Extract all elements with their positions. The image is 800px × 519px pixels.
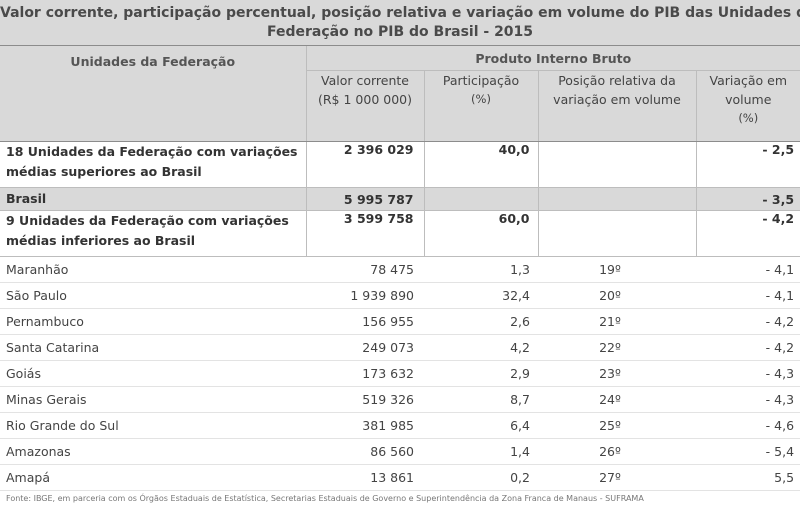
header-posicao: Posição relativa da variação em volume — [537, 70, 696, 142]
row-variacao: 5,5 — [696, 464, 800, 491]
pib-table: Unidades da Federação Produto Interno Br… — [0, 46, 800, 491]
row-participacao: 2,9 — [424, 360, 538, 387]
group-posicao — [537, 210, 696, 257]
row-valor: 13 861 — [306, 464, 424, 491]
header-var-line3: (%) — [738, 111, 759, 125]
row-participacao: 8,7 — [424, 386, 538, 413]
table-title: Valor corrente, participação percentual,… — [0, 0, 800, 46]
row-posicao: 24º — [538, 386, 696, 413]
group-participacao — [423, 187, 538, 211]
group-row-inferior: 9 Unidades da Federação com variações mé… — [0, 210, 800, 257]
row-valor: 381 985 — [306, 412, 424, 439]
row-posicao: 26º — [538, 438, 696, 465]
group-variacao: - 2,5 — [695, 141, 800, 188]
table-row: Amazonas 86 560 1,4 26º - 5,4 — [0, 438, 800, 465]
row-posicao: 22º — [538, 334, 696, 361]
row-uf: Minas Gerais — [0, 386, 306, 413]
row-uf: Maranhão — [0, 256, 306, 283]
row-uf: Pernambuco — [0, 308, 306, 335]
row-uf: São Paulo — [0, 282, 306, 309]
row-valor: 519 326 — [306, 386, 424, 413]
row-participacao: 0,2 — [424, 464, 538, 491]
row-participacao: 4,2 — [424, 334, 538, 361]
header-variacao: Variação em volume (%) — [695, 70, 800, 142]
row-participacao: 32,4 — [424, 282, 538, 309]
group-valor: 3 599 758 — [305, 210, 424, 257]
group-posicao — [537, 141, 696, 188]
header-row-2: Valor corrente (R$ 1 000 000) Participaç… — [0, 70, 800, 142]
source-note: Fonte: IBGE, em parceria com os Órgãos E… — [6, 494, 644, 503]
header-part-line1: Participação — [442, 73, 520, 88]
group-label: 9 Unidades da Federação com variações mé… — [0, 210, 306, 257]
row-variacao: - 4,3 — [696, 360, 800, 387]
row-variacao: - 4,3 — [696, 386, 800, 413]
row-posicao: 25º — [538, 412, 696, 439]
header-var-line2: volume — [725, 92, 772, 107]
group-posicao — [537, 187, 696, 211]
header-row-1: Unidades da Federação Produto Interno Br… — [0, 46, 800, 142]
row-valor: 249 073 — [306, 334, 424, 361]
row-valor: 173 632 — [306, 360, 424, 387]
group-row-superior: 18 Unidades da Federação com variações m… — [0, 141, 800, 188]
row-participacao: 1,4 — [424, 438, 538, 465]
group-valor: 5 995 787 — [305, 187, 424, 211]
group-participacao: 40,0 — [423, 141, 538, 188]
group-label: 18 Unidades da Federação com variações m… — [0, 141, 306, 188]
row-participacao: 1,3 — [424, 256, 538, 283]
table-row: Goiás 173 632 2,9 23º - 4,3 — [0, 360, 800, 387]
header-participacao: Participação (%) — [423, 70, 538, 142]
row-uf: Amapá — [0, 464, 306, 491]
header-valor: Valor corrente (R$ 1 000 000) — [305, 70, 424, 142]
group-participacao: 60,0 — [423, 210, 538, 257]
header-pib: Produto Interno Bruto — [305, 46, 800, 71]
table-row: Rio Grande do Sul 381 985 6,4 25º - 4,6 — [0, 412, 800, 439]
header-pos-line1: Posição relativa da — [558, 73, 676, 88]
row-valor: 78 475 — [306, 256, 424, 283]
table-row: Maranhão 78 475 1,3 19º - 4,1 — [0, 256, 800, 283]
table-row: São Paulo 1 939 890 32,4 20º - 4,1 — [0, 282, 800, 309]
row-valor: 156 955 — [306, 308, 424, 335]
row-variacao: - 4,1 — [696, 256, 800, 283]
row-uf: Santa Catarina — [0, 334, 306, 361]
group-variacao: - 4,2 — [695, 210, 800, 257]
row-participacao: 2,6 — [424, 308, 538, 335]
table-row: Minas Gerais 519 326 8,7 24º - 4,3 — [0, 386, 800, 413]
header-valor-line2: (R$ 1 000 000) — [318, 92, 412, 107]
table-row: Pernambuco 156 955 2,6 21º - 4,2 — [0, 308, 800, 335]
row-posicao: 19º — [538, 256, 696, 283]
header-units: Unidades da Federação — [0, 46, 306, 142]
row-participacao: 6,4 — [424, 412, 538, 439]
row-posicao: 20º — [538, 282, 696, 309]
row-variacao: - 4,6 — [696, 412, 800, 439]
table-row: Santa Catarina 249 073 4,2 22º - 4,2 — [0, 334, 800, 361]
title-line-2: Federação no PIB do Brasil - 2015 — [266, 24, 534, 40]
row-variacao: - 4,1 — [696, 282, 800, 309]
header-valor-line1: Valor corrente — [321, 73, 409, 88]
row-valor: 1 939 890 — [306, 282, 424, 309]
header-pos-line2: variação em volume — [553, 92, 681, 107]
row-uf: Goiás — [0, 360, 306, 387]
group-row-brasil: Brasil 5 995 787 - 3,5 — [0, 187, 800, 211]
header-part-line2: (%) — [471, 92, 491, 106]
row-variacao: - 4,2 — [696, 308, 800, 335]
header-var-line1: Variação em — [709, 73, 788, 88]
title-line-1: Valor corrente, participação percentual,… — [0, 5, 800, 21]
table-row: Amapá 13 861 0,2 27º 5,5 — [0, 464, 800, 491]
row-uf: Rio Grande do Sul — [0, 412, 306, 439]
row-uf: Amazonas — [0, 438, 306, 465]
row-variacao: - 4,2 — [696, 334, 800, 361]
row-variacao: - 5,4 — [696, 438, 800, 465]
row-posicao: 23º — [538, 360, 696, 387]
row-posicao: 27º — [538, 464, 696, 491]
group-label: Brasil — [0, 187, 306, 211]
group-valor: 2 396 029 — [305, 141, 424, 188]
row-valor: 86 560 — [306, 438, 424, 465]
group-variacao: - 3,5 — [695, 187, 800, 211]
row-posicao: 21º — [538, 308, 696, 335]
